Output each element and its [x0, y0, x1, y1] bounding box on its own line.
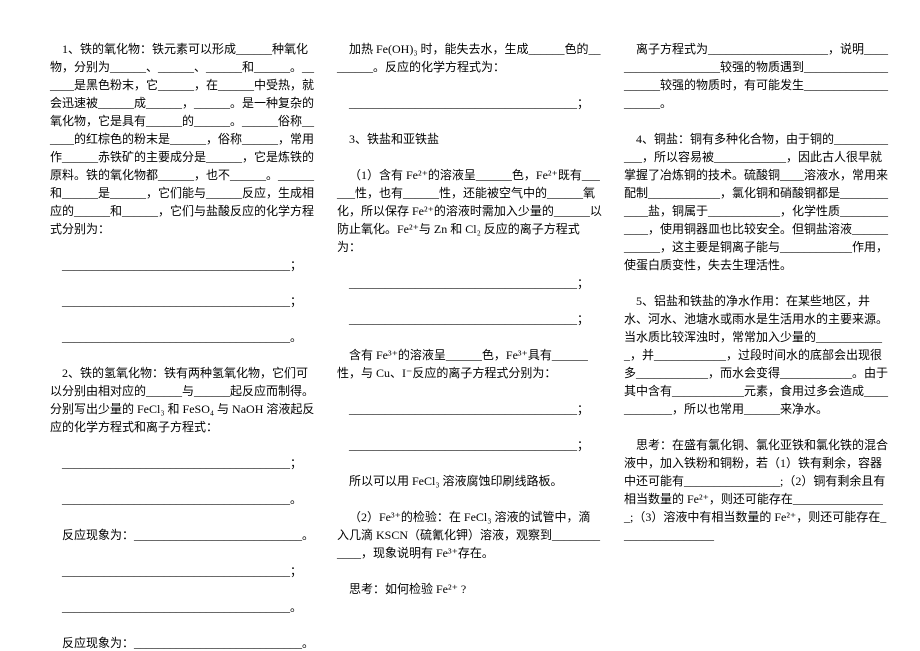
c2-p2: 3、铁盐和亚铁盐: [349, 132, 439, 146]
c1-p10: 反应现象为：____________________________。: [62, 636, 314, 650]
c1-p4: 2、铁的氢氧化物：铁有两种氢氧化物，它们可以分别由相对应的______与____…: [50, 366, 314, 434]
column-2: 加热 Fe(OH)₃ 时，能失去水，生成______色的________。反应的…: [337, 22, 602, 651]
c1-p6: ______________________________________。: [62, 492, 302, 506]
c2-p3: （1）含有 Fe²⁺的溶液呈______色，Fe²⁺既有______性，也有__…: [337, 168, 602, 254]
c1-p3: ______________________________________。: [62, 330, 302, 344]
c2-p10: （2）Fe³⁺的检验：在 FeCl₃ 溶液的试管中，滴入几滴 KSCN（硫氰化钾…: [337, 510, 600, 560]
c2-p6: 含有 Fe³⁺的溶液呈______色，Fe³⁺具有______性，与 Cu、I⁻…: [337, 348, 588, 380]
c3-p1: 4、铜盐：铜有多种化合物，由于铜的____________，所以容易被_____…: [624, 132, 888, 272]
c2-p9: 所以可以用 FeCl₃ 溶液腐蚀印刷线路板。: [349, 474, 563, 488]
c1-p2: ______________________________________；: [62, 294, 302, 308]
c3-p2: 5、铝盐和铁盐的净水作用：在某些地区，井水、河水、池塘水或雨水是生活用水的主要来…: [624, 294, 888, 416]
c1-p9: ______________________________________。: [62, 600, 302, 614]
column-1: 1、铁的氧化物：铁元素可以形成______种氧化物，分别为______、____…: [50, 22, 315, 651]
c1-p1: ______________________________________；: [62, 258, 302, 272]
c2-p11: 思考：如何检验 Fe²⁺ ?: [349, 582, 466, 596]
column-3: 离子方程式为____________________，说明___________…: [624, 22, 889, 651]
c1-p5: ______________________________________；: [62, 456, 302, 470]
c1-p0: 1、铁的氧化物：铁元素可以形成______种氧化物，分别为______、____…: [50, 42, 314, 236]
c2-p1: ______________________________________；: [349, 96, 589, 110]
c3-p3: 思考：在盛有氯化铜、氯化亚铁和氯化铁的混合液中，加入铁粉和铜粉，若（1）铁有剩余…: [624, 438, 888, 542]
c2-p8: ______________________________________；: [349, 438, 589, 452]
c2-p7: ______________________________________；: [349, 402, 589, 416]
c2-p12: [349, 618, 352, 632]
c2-p0: 加热 Fe(OH)₃ 时，能失去水，生成______色的________。反应的…: [337, 42, 601, 74]
c3-p0: 离子方程式为____________________，说明___________…: [624, 42, 888, 110]
c2-p5: ______________________________________；: [349, 312, 589, 326]
c2-p4: ______________________________________；: [349, 276, 589, 290]
worksheet-page: 1、铁的氧化物：铁元素可以形成______种氧化物，分别为______、____…: [0, 0, 920, 651]
c1-p8: ______________________________________；: [62, 564, 302, 578]
c1-p7: 反应现象为：____________________________。: [62, 528, 314, 542]
